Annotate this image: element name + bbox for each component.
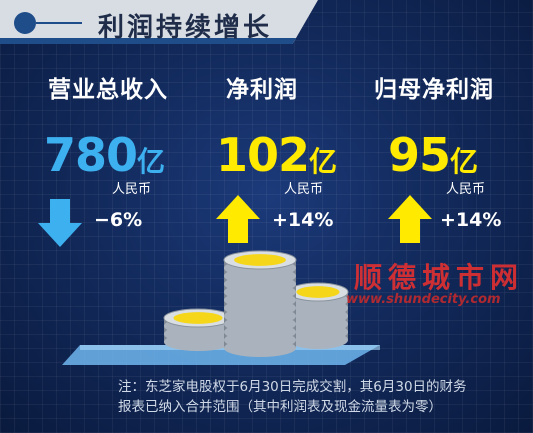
metric-label: 归母净利润: [374, 77, 494, 103]
page-title: 利润持续增长: [98, 13, 273, 43]
header-line: [36, 22, 82, 24]
arrow-up-icon: [216, 195, 260, 243]
metric-attributable-profit: 归母净利润: [354, 70, 514, 104]
metric-revenue: 营业总收入: [28, 70, 188, 104]
metric-value: 102: [216, 128, 310, 182]
metric-value: 780: [44, 128, 138, 182]
footnote-line: 报表已纳入合并范围（其中利润表及现金流量表为零）: [118, 399, 442, 415]
metric-unit: 亿: [450, 145, 479, 178]
metric-change: +14%: [272, 209, 334, 231]
metric-net-profit: 净利润: [182, 70, 342, 104]
coin-face: [296, 286, 340, 298]
coin-face: [234, 254, 286, 266]
metric-currency: 人民币: [112, 182, 152, 197]
metric-value: 95: [388, 128, 451, 182]
metric-value-row: 102亿: [216, 128, 337, 182]
metric-unit: 亿: [309, 145, 338, 178]
watermark-text: 顺德城市网: [354, 261, 525, 294]
metric-value-row: 780亿: [44, 128, 165, 182]
watermark-url: www.shundecity.com: [346, 292, 501, 307]
arrow-up-icon: [388, 195, 432, 243]
metric-change: +14%: [440, 209, 502, 231]
metric-currency: 人民币: [284, 182, 324, 197]
circle-line-icon: [14, 12, 36, 34]
arrow-down-icon: [38, 199, 82, 247]
coin-stack-group: [163, 250, 349, 357]
metric-value-row: 95亿: [388, 128, 478, 182]
footnote-line: 注：东芝家电股权于6月30日完成交割，其6月30日的财务: [118, 379, 467, 395]
metric-change: −6%: [94, 209, 143, 231]
metric-currency: 人民币: [446, 182, 486, 197]
footnote: 注：东芝家电股权于6月30日完成交割，其6月30日的财务 报表已纳入合并范围（其…: [118, 377, 533, 417]
header-edge: [0, 38, 318, 44]
coin-face: [173, 312, 223, 324]
metric-label: 净利润: [226, 77, 298, 103]
metric-unit: 亿: [137, 145, 166, 178]
metric-label: 营业总收入: [48, 77, 168, 103]
